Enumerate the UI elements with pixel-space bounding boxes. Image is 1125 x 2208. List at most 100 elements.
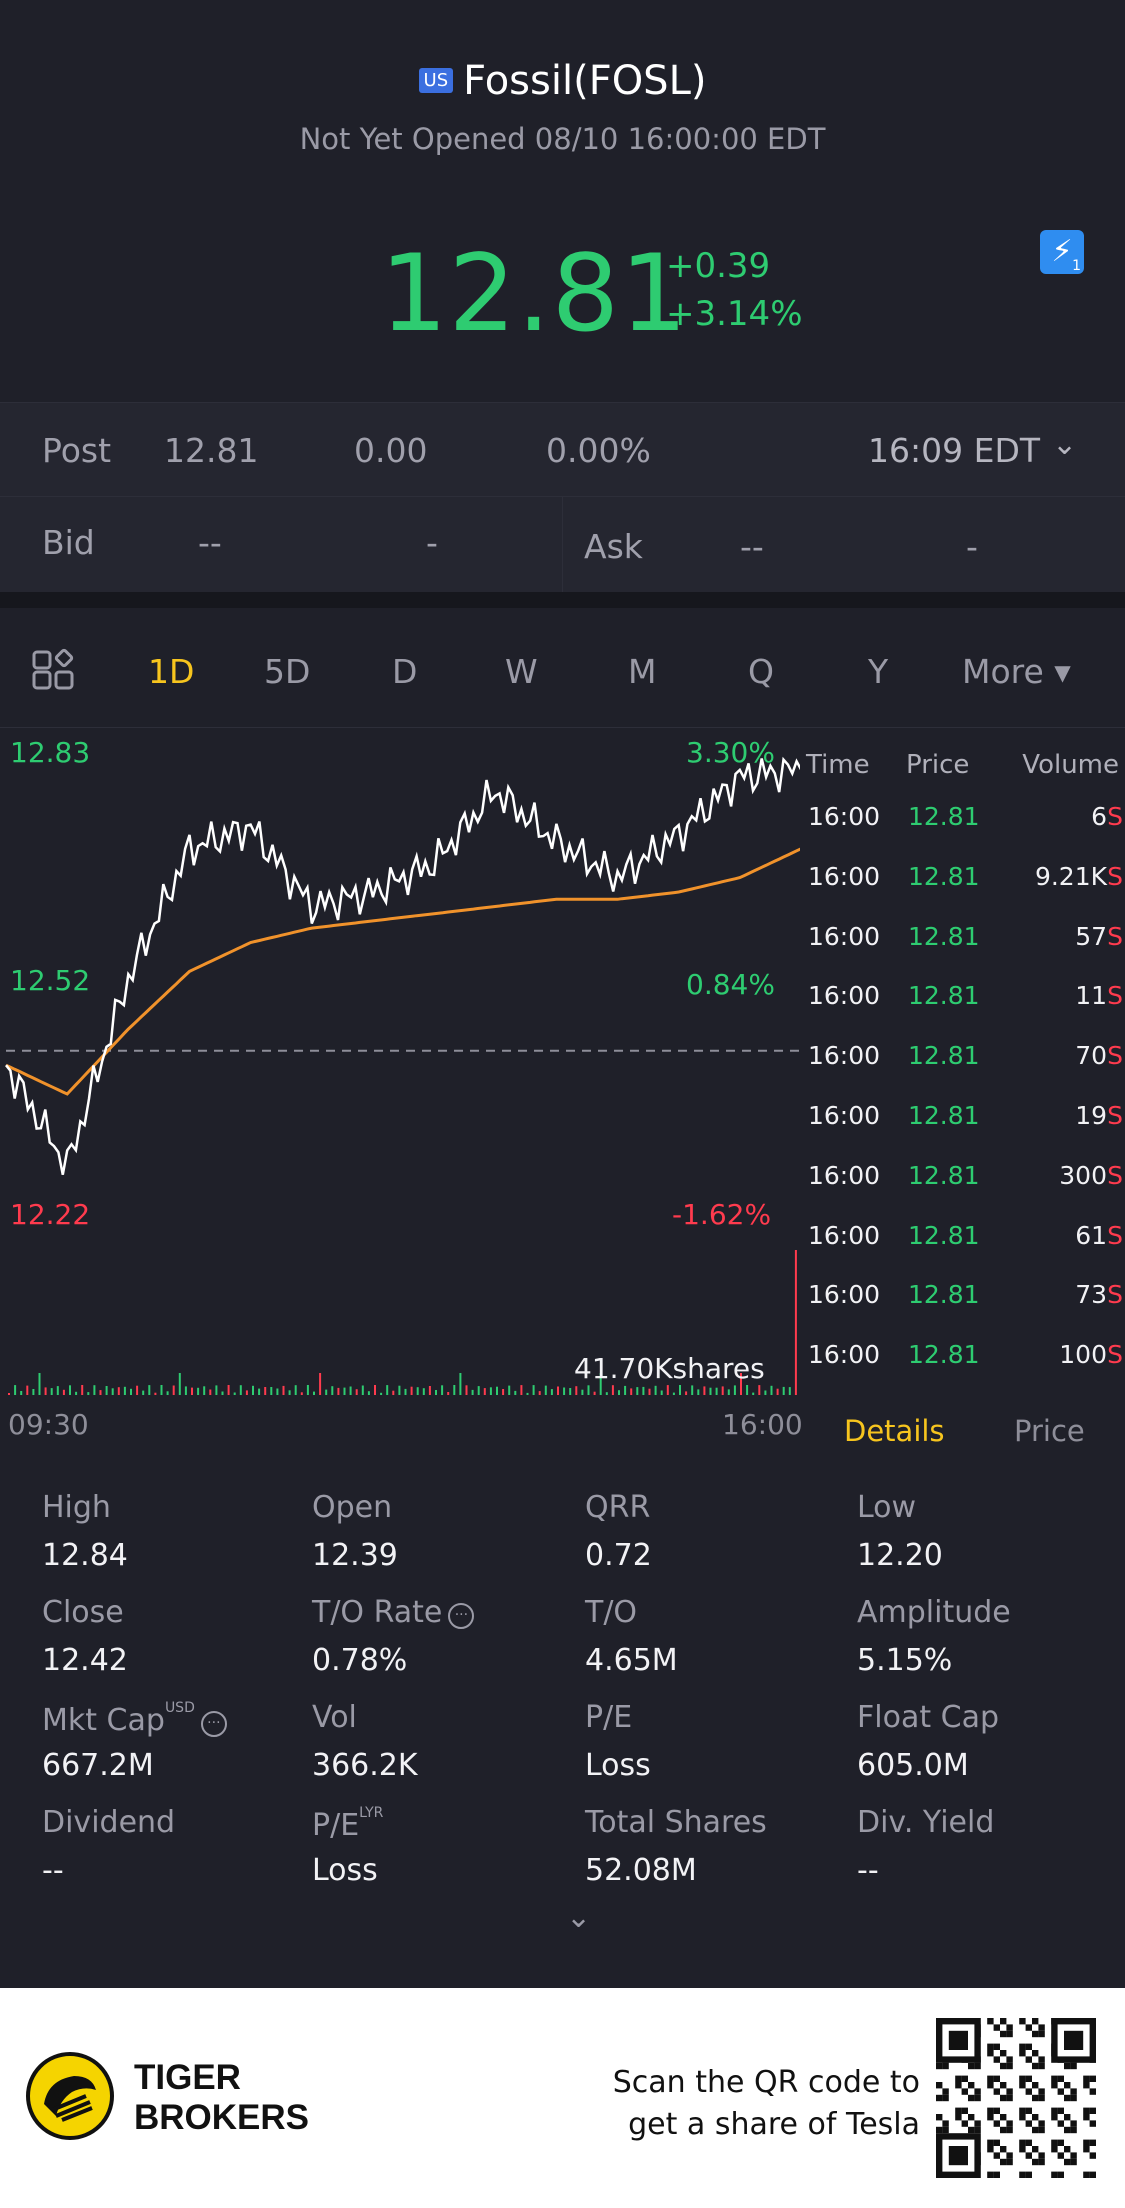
info-icon[interactable]: ··· xyxy=(448,1603,475,1629)
trades-header-price: Price xyxy=(906,750,970,780)
post-market-row[interactable]: Post 12.81 0.00 0.00% 16:09 EDT ⌄ xyxy=(0,402,1125,496)
trade-side: S xyxy=(1107,1101,1123,1130)
volume-bar xyxy=(221,1391,224,1395)
volume-bar xyxy=(337,1387,340,1395)
stat-value-close: 12.42 xyxy=(42,1643,128,1678)
trade-price: 12.81 xyxy=(908,1220,980,1250)
bid-label: Bid xyxy=(42,523,95,562)
stat-label-p-e: P/E xyxy=(585,1700,632,1735)
volume-bar xyxy=(581,1389,584,1395)
volume-bars xyxy=(8,1250,797,1395)
tab-q[interactable]: Q xyxy=(748,652,774,691)
volume-bar xyxy=(502,1389,505,1395)
volume-bar xyxy=(709,1387,712,1395)
stat-label-text: Low xyxy=(857,1490,917,1525)
volume-bar xyxy=(752,1392,755,1395)
tab-w[interactable]: W xyxy=(505,652,538,691)
volume-bar xyxy=(227,1385,230,1395)
volume-bar xyxy=(770,1385,773,1395)
stat-label-text: T/O xyxy=(585,1595,638,1630)
volume-bar xyxy=(239,1385,242,1395)
volume-bar xyxy=(697,1389,700,1395)
trade-row: 16:00 12.81 100 S xyxy=(800,1340,1125,1400)
volume-bar xyxy=(252,1385,254,1395)
volume-bar xyxy=(788,1387,791,1395)
tab-details[interactable]: Details xyxy=(844,1414,945,1448)
volume-bar xyxy=(672,1392,675,1395)
average-price-line xyxy=(5,847,800,1096)
stat-value-low: 12.20 xyxy=(857,1538,943,1573)
stat-label-text: P/E xyxy=(585,1700,633,1735)
volume-bar xyxy=(489,1387,492,1395)
volume-bar xyxy=(624,1385,627,1395)
time-and-sales[interactable]: Time Price Volume 16:00 12.81 6 S 16:00 12.81… xyxy=(800,730,1125,1410)
tab-d[interactable]: D xyxy=(392,652,418,691)
volume-bar xyxy=(471,1389,474,1395)
volume-bar xyxy=(93,1385,96,1395)
volume-bar xyxy=(191,1387,193,1395)
tab-more[interactable]: More ▾ xyxy=(962,652,1071,691)
ask-size: - xyxy=(966,527,978,566)
volume-bar xyxy=(746,1385,749,1395)
volume-bar xyxy=(233,1392,236,1395)
trade-volume: 100 xyxy=(1059,1340,1107,1370)
info-icon[interactable]: ··· xyxy=(200,1711,227,1737)
tab-m[interactable]: M xyxy=(628,652,657,691)
bid-price: -- xyxy=(198,523,222,562)
volume-bar xyxy=(611,1385,614,1395)
trade-time: 16:00 xyxy=(808,1041,881,1071)
volume-bar xyxy=(75,1391,78,1395)
volume-bar xyxy=(215,1385,218,1395)
volume-bar xyxy=(111,1388,114,1395)
post-time: 16:09 EDT xyxy=(868,431,1041,470)
volume-bar xyxy=(62,1389,65,1395)
volume-bar xyxy=(721,1386,724,1395)
tab-y[interactable]: Y xyxy=(868,652,889,691)
brand-line-2: BROKERS xyxy=(134,2098,310,2137)
volume-bar xyxy=(618,1390,620,1395)
volume-bar xyxy=(306,1385,309,1395)
volume-bar xyxy=(50,1388,53,1395)
chevron-down-icon[interactable]: ⌄ xyxy=(1052,427,1078,462)
trade-row: 16:00 12.81 61 S xyxy=(800,1221,1125,1281)
trade-row: 16:00 12.81 70 S xyxy=(800,1041,1125,1101)
trade-row: 16:00 12.81 11 S xyxy=(800,981,1125,1041)
stat-label-div-yield: Div. Yield xyxy=(857,1805,994,1840)
tab-1d[interactable]: 1D xyxy=(148,652,195,691)
tab-5d[interactable]: 5D xyxy=(264,652,311,691)
trade-volume: 57 xyxy=(1075,921,1107,951)
stat-value-div-yield: -- xyxy=(857,1853,879,1888)
trade-side: S xyxy=(1107,1220,1123,1250)
volume-bar xyxy=(26,1385,29,1395)
volume-bar xyxy=(544,1385,547,1395)
trade-volume: 11 xyxy=(1075,981,1107,1011)
trade-side: S xyxy=(1107,981,1123,1011)
volume-bar xyxy=(569,1388,572,1395)
market-status: Not Yet Opened 08/10 16:00:00 EDT xyxy=(299,122,826,156)
volume-bar xyxy=(270,1387,273,1395)
tab-price[interactable]: Price xyxy=(1014,1414,1085,1448)
volume-bar xyxy=(441,1385,444,1395)
stat-label-text: Vol xyxy=(312,1700,357,1735)
volume-bar xyxy=(599,1373,602,1395)
volume-total-label: 41.70Kshares xyxy=(574,1352,765,1385)
chevron-down-icon[interactable]: ⌄ xyxy=(566,1900,592,1935)
volume-bar xyxy=(575,1386,578,1395)
stat-label-text: QRR xyxy=(585,1490,651,1525)
volume-bar xyxy=(727,1389,730,1395)
bid-size: - xyxy=(426,523,438,562)
intraday-chart[interactable]: 12.83 12.52 12.22 3.30% 0.84% -1.62% 41.… xyxy=(0,730,800,1410)
volume-bar xyxy=(715,1387,718,1395)
grid-layout-icon[interactable] xyxy=(32,648,76,696)
trade-volume: 73 xyxy=(1075,1280,1107,1310)
lightning-icon[interactable]: ⚡ 1 xyxy=(1040,230,1084,274)
volume-bar xyxy=(374,1385,376,1395)
trade-row: 16:00 12.81 9.21K S xyxy=(800,862,1125,922)
post-change-percent: 0.00% xyxy=(546,431,651,470)
stat-label-low: Low xyxy=(857,1490,916,1525)
stat-value-mkt-cap: 667.2M xyxy=(42,1748,154,1783)
stat-label-dividend: Dividend xyxy=(42,1805,175,1840)
stat-label-mkt-cap: Mkt CapUSD ··· xyxy=(42,1700,227,1738)
stat-label-text: Close xyxy=(42,1595,124,1630)
stat-label-text: Total Shares xyxy=(585,1805,767,1840)
